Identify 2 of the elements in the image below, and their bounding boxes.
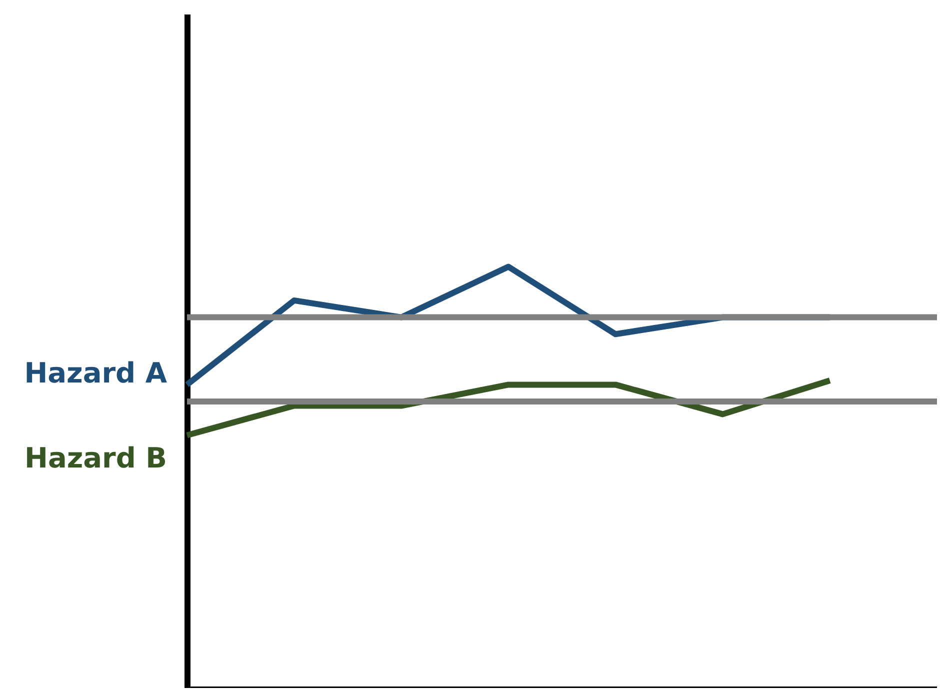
series-label: Hazard A	[24, 356, 168, 390]
series-label: Hazard B	[24, 441, 167, 474]
